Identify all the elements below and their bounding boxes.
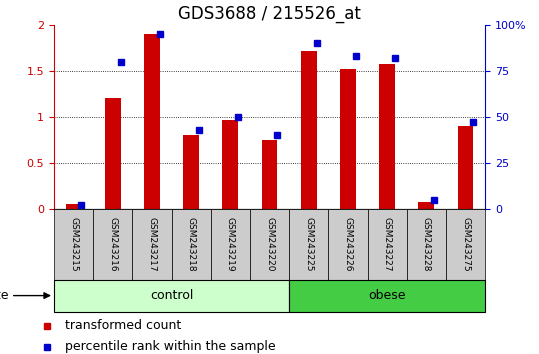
Bar [261,140,278,209]
Text: percentile rank within the sample: percentile rank within the sample [65,341,275,353]
Text: obese: obese [368,289,406,302]
Bar [340,69,356,209]
Text: GSM243228: GSM243228 [422,217,431,272]
Text: disease state: disease state [0,289,50,302]
Bar [289,280,485,312]
Title: GDS3688 / 215526_at: GDS3688 / 215526_at [178,6,361,23]
Text: GSM243275: GSM243275 [461,217,470,272]
Bar [54,280,289,312]
Text: GSM243219: GSM243219 [226,217,235,272]
Bar [446,209,485,280]
Text: GSM243220: GSM243220 [265,217,274,272]
Bar [250,209,289,280]
Bar [171,209,211,280]
Text: transformed count: transformed count [65,319,181,332]
Bar [93,209,132,280]
Text: GSM243226: GSM243226 [343,217,353,272]
Bar [407,209,446,280]
Bar [54,209,93,280]
Text: GSM243216: GSM243216 [108,217,117,272]
Bar [211,209,250,280]
Bar [368,209,407,280]
Bar [301,51,316,209]
Bar [418,202,434,209]
Text: GSM243225: GSM243225 [304,217,313,272]
Bar [458,126,473,209]
Bar [144,34,160,209]
Bar [289,209,328,280]
Bar [183,135,199,209]
Text: GSM243218: GSM243218 [186,217,196,272]
Bar [328,209,368,280]
Text: GSM243227: GSM243227 [383,217,392,272]
Bar [132,209,171,280]
Text: GSM243217: GSM243217 [147,217,156,272]
Bar [379,64,395,209]
Text: GSM243215: GSM243215 [69,217,78,272]
Bar [66,204,81,209]
Bar [105,98,121,209]
Bar [223,120,238,209]
Text: control: control [150,289,193,302]
